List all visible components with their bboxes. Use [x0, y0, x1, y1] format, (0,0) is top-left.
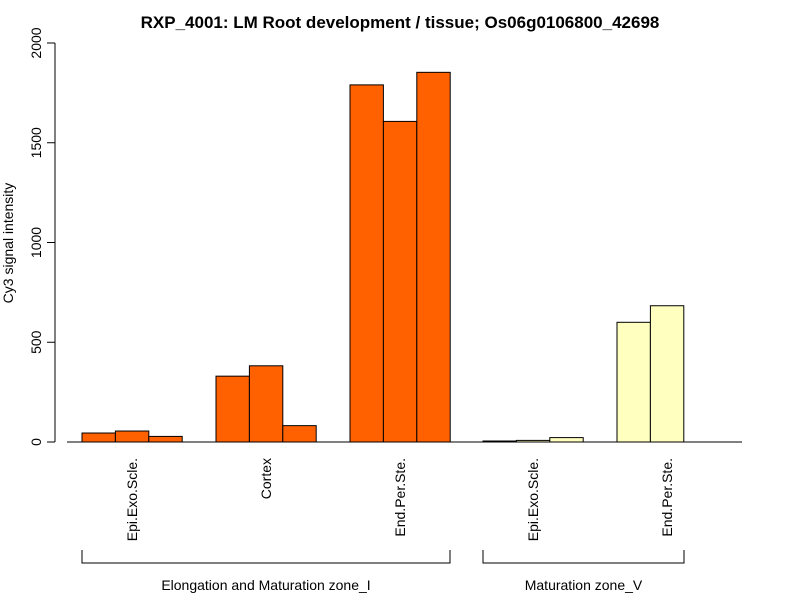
- y-tick-label: 0: [28, 438, 44, 446]
- bar: [81, 432, 116, 443]
- chart-title: RXP_4001: LM Root development / tissue; …: [141, 13, 660, 32]
- x-category-label: End.Per.Ste.: [659, 458, 675, 537]
- bar: [215, 375, 250, 443]
- x-category-label: End.Per.Ste.: [392, 458, 408, 537]
- bars: [81, 71, 685, 443]
- group-brackets: Elongation and Maturation zone_I Maturati…: [81, 550, 685, 593]
- x-category-label: Cortex: [258, 458, 274, 499]
- bar: [349, 84, 384, 443]
- bar: [549, 437, 584, 443]
- bar: [248, 365, 284, 443]
- bar: [382, 120, 418, 443]
- x-category-label: Epi.Exo.Scle.: [525, 458, 541, 541]
- bar: [148, 435, 183, 443]
- group-bracket: [81, 550, 451, 564]
- bar: [649, 305, 685, 443]
- y-tick-label: 2000: [28, 27, 44, 58]
- y-ticks: 0 500 1000 1500 2000: [28, 27, 55, 446]
- bar: [482, 440, 517, 443]
- bar: [114, 430, 150, 443]
- y-axis-label: Cy3 signal intensity: [0, 183, 16, 304]
- bar: [416, 71, 451, 443]
- bar: [282, 425, 317, 443]
- y-tick-label: 500: [28, 330, 44, 354]
- y-tick-label: 1000: [28, 227, 44, 258]
- group-bracket: [482, 550, 685, 564]
- group-label: Elongation and Maturation zone_I: [161, 577, 370, 593]
- y-tick-label: 1500: [28, 127, 44, 158]
- group-label: Maturation zone_V: [525, 577, 643, 593]
- bar: [616, 321, 651, 443]
- category-labels: Epi.Exo.Scle. Cortex End.Per.Ste. Epi.Exo.S…: [124, 458, 675, 541]
- bar: [515, 439, 551, 443]
- x-category-label: Epi.Exo.Scle.: [124, 458, 140, 541]
